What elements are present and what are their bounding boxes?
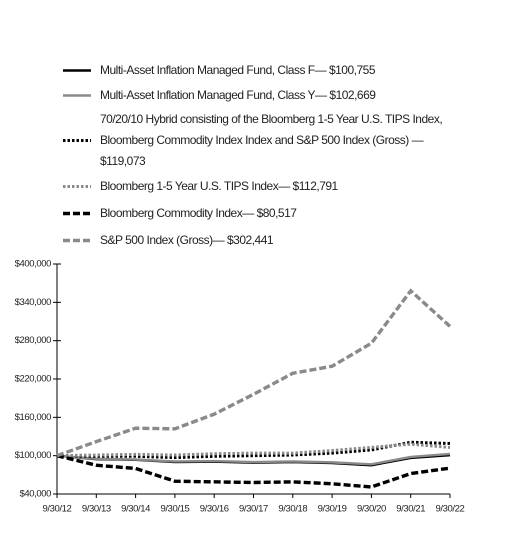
legend-item: Multi-Asset Inflation Managed Fund, Clas… bbox=[62, 60, 462, 81]
series-line bbox=[56, 452, 451, 466]
legend-label: S&P 500 Index (Gross)— $302,441 bbox=[100, 233, 274, 247]
legend-label: Multi-Asset Inflation Managed Fund, Clas… bbox=[100, 88, 376, 102]
legend-item: Bloomberg Commodity Index— $80,517 bbox=[62, 203, 462, 224]
y-tick-label: $400,000 bbox=[15, 259, 52, 270]
y-tick-label: $220,000 bbox=[15, 374, 52, 385]
legend-item: Bloomberg 1-5 Year U.S. TIPS Index— $112… bbox=[62, 176, 462, 197]
x-tick-label: 9/30/17 bbox=[239, 504, 268, 515]
legend-swatch bbox=[63, 211, 91, 216]
x-tick-label: 9/30/15 bbox=[160, 504, 189, 515]
x-tick-label: 9/30/14 bbox=[121, 504, 150, 515]
x-tick-label: 9/30/20 bbox=[357, 504, 386, 515]
legend-swatch bbox=[63, 69, 91, 72]
legend-item: S&P 500 Index (Gross)— $302,441 bbox=[62, 230, 462, 251]
legend-label: Multi-Asset Inflation Managed Fund, Clas… bbox=[100, 63, 376, 77]
y-tick-label: $340,000 bbox=[15, 297, 52, 308]
x-tick-label: 9/30/18 bbox=[278, 504, 307, 515]
legend-item: 70/20/10 Hybrid consisting of the Bloomb… bbox=[62, 109, 462, 172]
series-line bbox=[56, 454, 451, 489]
series-line bbox=[56, 442, 451, 458]
series-line bbox=[56, 288, 452, 458]
legend-swatch bbox=[63, 139, 91, 142]
y-tick-label: $280,000 bbox=[15, 335, 52, 346]
x-tick-label: 9/30/21 bbox=[396, 504, 425, 515]
x-tick-label: 9/30/22 bbox=[436, 504, 465, 515]
x-tick-label: 9/30/16 bbox=[200, 504, 229, 515]
legend-item: Multi-Asset Inflation Managed Fund, Clas… bbox=[62, 85, 462, 106]
legend-label: Bloomberg Commodity Index— $80,517 bbox=[100, 206, 297, 220]
y-tick-label: $40,000 bbox=[19, 489, 51, 500]
legend-label: Bloomberg 1-5 Year U.S. TIPS Index— $112… bbox=[100, 179, 338, 193]
legend-swatch bbox=[63, 94, 91, 97]
x-tick-label: 9/30/12 bbox=[43, 504, 72, 515]
y-tick-label: $160,000 bbox=[15, 412, 52, 423]
legend-label: 70/20/10 Hybrid consisting of the Bloomb… bbox=[100, 112, 443, 168]
x-tick-label: 9/30/13 bbox=[82, 504, 111, 515]
legend-swatch bbox=[63, 238, 91, 243]
legend-swatch bbox=[63, 185, 91, 188]
y-tick-label: $100,000 bbox=[15, 450, 52, 461]
x-tick-label: 9/30/19 bbox=[318, 504, 347, 515]
